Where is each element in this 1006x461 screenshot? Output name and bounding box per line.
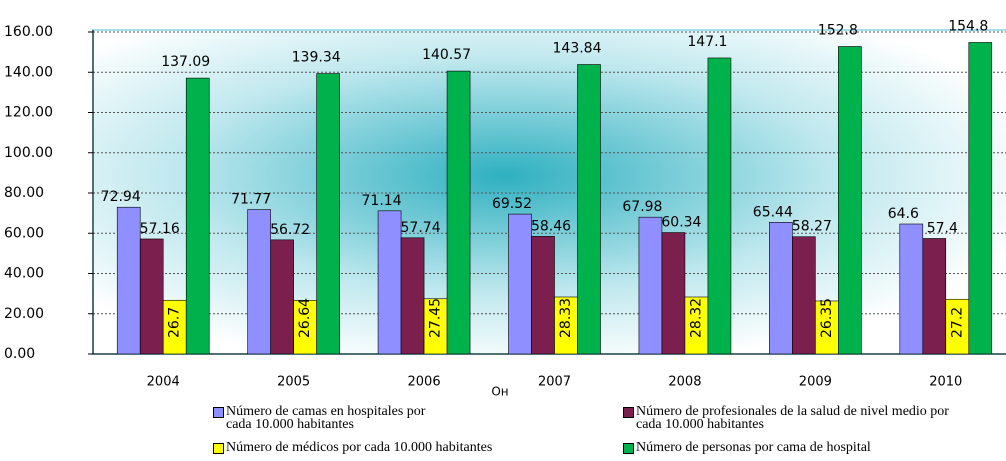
value-label: 64.6 <box>888 206 919 222</box>
y-tick-label: 100.00 <box>4 145 53 161</box>
value-label: 71.14 <box>362 193 402 209</box>
value-label: 57.16 <box>140 221 180 237</box>
bar <box>270 239 294 355</box>
x-tick-label: 2005 <box>277 375 310 390</box>
x-tick-label: 2004 <box>147 375 180 390</box>
y-tick-label: 140.00 <box>4 64 53 80</box>
bar <box>400 237 425 355</box>
x-tick-label: 2007 <box>538 375 571 390</box>
bar <box>185 77 210 355</box>
bar <box>247 209 271 355</box>
y-tick-label: 160.00 <box>4 24 53 40</box>
bar <box>838 46 862 355</box>
legend-label: Número de profesionales de la salud de n… <box>636 404 949 432</box>
value-label: 57.74 <box>401 220 441 236</box>
x-tick-label: 2009 <box>799 375 832 390</box>
value-label: 72.94 <box>101 189 141 205</box>
value-label: 60.34 <box>661 215 701 231</box>
value-label: 69.52 <box>492 196 532 212</box>
value-label: 58.46 <box>531 218 571 234</box>
bar <box>577 64 601 355</box>
y-tick-label: 60.00 <box>4 225 44 241</box>
value-label: 152.8 <box>818 22 858 38</box>
value-label: 71.77 <box>231 192 271 208</box>
legend-label: Número de personas por cama de hospital <box>636 440 871 455</box>
value-label: 67.98 <box>622 199 662 215</box>
value-label: 56.72 <box>270 222 310 238</box>
legend-label: Número de camas en hospitales por cada 1… <box>226 404 426 432</box>
bar <box>922 238 947 355</box>
legend-item: Número de profesionales de la salud de n… <box>623 404 968 432</box>
x-axis-label: Он <box>491 385 508 399</box>
value-label: 147.1 <box>687 34 727 50</box>
value-label: 28.33 <box>558 298 574 338</box>
value-label: 28.32 <box>688 298 704 338</box>
value-label: 58.27 <box>792 219 832 235</box>
legend-item: Número de personas por cama de hospital <box>623 440 1003 455</box>
value-label: 26.7 <box>167 307 183 338</box>
y-tick-label: 120.00 <box>4 105 53 121</box>
x-tick-label: 2008 <box>668 375 701 390</box>
bar <box>316 73 340 355</box>
x-tick-label: 2006 <box>408 375 441 390</box>
value-label: 143.84 <box>553 41 602 57</box>
value-label: 139.34 <box>292 50 341 66</box>
legend-item: Número de camas en hospitales por cada 1… <box>213 404 443 432</box>
legend-swatch <box>623 443 634 454</box>
value-label: 27.45 <box>428 298 444 338</box>
value-label: 57.4 <box>927 220 958 236</box>
bar <box>792 236 816 355</box>
y-tick-label: 0.00 <box>4 346 35 362</box>
bar <box>707 57 732 355</box>
legend-label: Número de médicos por cada 10.000 habita… <box>226 440 493 455</box>
bar <box>116 206 141 355</box>
bar <box>377 210 402 355</box>
bar <box>661 232 686 355</box>
y-tick-label: 20.00 <box>4 306 44 322</box>
value-label: 137.09 <box>161 54 210 70</box>
bar <box>508 213 532 355</box>
legend-swatch <box>623 407 634 418</box>
legend-swatch <box>213 443 224 454</box>
legend-swatch <box>213 407 224 418</box>
bar <box>446 70 471 355</box>
y-tick-label: 80.00 <box>4 185 44 201</box>
value-label: 140.57 <box>422 47 471 63</box>
value-label: 65.44 <box>753 204 793 220</box>
value-label: 26.35 <box>819 298 835 338</box>
bar <box>899 223 924 355</box>
value-label: 26.64 <box>297 298 313 338</box>
bar <box>968 42 993 355</box>
bar <box>139 238 164 355</box>
bar <box>769 222 793 355</box>
y-tick-label: 40.00 <box>4 266 44 282</box>
bar <box>531 236 555 355</box>
value-label: 27.2 <box>949 307 965 338</box>
value-label: 154.8 <box>948 18 988 34</box>
x-tick-label: 2010 <box>929 375 962 390</box>
legend-item: Número de médicos por cada 10.000 habita… <box>213 440 593 455</box>
bar <box>638 216 663 355</box>
